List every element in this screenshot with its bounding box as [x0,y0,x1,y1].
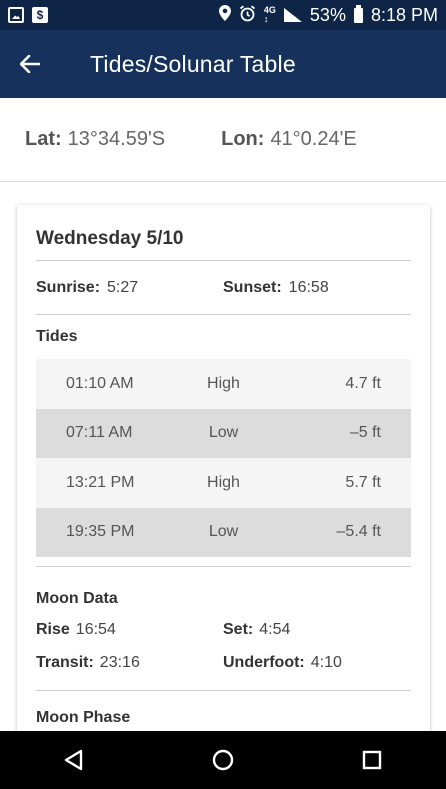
sunrise: Sunrise: 5:27 [36,279,138,297]
sunset-value: 16:58 [288,278,329,296]
divider [36,557,411,567]
nav-recent-button[interactable] [342,731,402,789]
day-title: Wednesday 5/10 [36,205,411,261]
tide-time: 01:10 AM [66,374,134,392]
nav-back-button[interactable] [44,731,104,789]
sunrise-label: Sunrise: [36,278,101,296]
tide-type: Low [208,523,239,541]
longitude-value: 41°0.24'E [270,128,357,150]
data-4g-icon: 4G ↕ [263,5,276,24]
sun-times: Sunrise: 5:27 Sunset: 16:58 [36,261,411,315]
moon-rise: Rise 16:54 [36,621,116,639]
status-bar: $ 4G ↕ 53% 8:18 PM [0,0,446,30]
moon-phase-title: Moon Phase [36,709,131,726]
tide-time: 19:35 PM [66,523,135,541]
moon-underfoot-label: Underfoot: [223,653,305,671]
location-icon [218,5,231,25]
clock: 8:18 PM [370,4,438,25]
moon-underfoot-value: 4:10 [310,653,342,671]
triangle-back-icon [65,749,83,771]
dollar-notification-icon: $ [32,7,48,23]
tide-type: Low [208,424,239,442]
gallery-notification-icon [8,7,24,23]
moon-transit-value: 23:16 [99,653,140,671]
page-title: Tides/Solunar Table [90,50,296,77]
arrow-left-icon [20,55,40,73]
notification-icons: $ [8,7,48,23]
day-card: Wednesday 5/10 Sunrise: 5:27 Sunset: 16:… [17,205,430,765]
tide-row: 07:11 AM Low –5 ft [36,408,411,458]
tides-title: Tides [36,328,78,345]
moon-rise-label: Rise [36,620,70,638]
divider [36,681,411,691]
moon-transit-label: Transit: [36,653,94,671]
tide-height: –5 ft [349,424,381,442]
moon-set-label: Set: [223,620,254,638]
latitude-value: 13°34.59'S [67,128,166,150]
longitude-label: Lon: [221,128,265,150]
tide-time: 13:21 PM [66,473,135,491]
moon-row-rise-set: Rise 16:54 Set: 4:54 [36,613,411,646]
tide-row: 13:21 PM High 5.7 ft [36,458,411,508]
moon-set: Set: 4:54 [223,621,290,639]
tide-height: –5.4 ft [336,523,381,541]
alarm-icon [239,4,256,26]
tide-row: 19:35 PM Low –5.4 ft [36,507,411,557]
moon-row-transit-underfoot: Transit: 23:16 Underfoot: 4:10 [36,646,411,679]
moon-set-value: 4:54 [259,620,291,638]
moon-transit: Transit: 23:16 [36,654,140,672]
tide-type: High [207,473,240,491]
nav-home-button[interactable] [193,731,253,789]
system-nav-bar [0,731,446,789]
moon-data-title: Moon Data [36,590,118,607]
tides-table: 01:10 AM High 4.7 ft 07:11 AM Low –5 ft … [36,359,411,557]
circle-home-icon [212,749,234,771]
moon-underfoot: Underfoot: 4:10 [223,654,342,672]
moon-rise-value: 16:54 [75,620,116,638]
signal-icon [283,8,302,22]
system-status: 4G ↕ 53% 8:18 PM [218,4,438,26]
tide-time: 07:11 AM [66,424,133,442]
latitude-label: Lat: [25,128,62,150]
longitude: Lon: 41°0.24'E [221,128,357,151]
sunset-label: Sunset: [223,278,282,296]
battery-percent: 53% [309,4,346,25]
battery-icon [353,4,363,23]
sunset: Sunset: 16:58 [223,279,329,297]
app-bar: Tides/Solunar Table [0,30,446,98]
tide-height: 4.7 ft [345,374,381,392]
sunrise-value: 5:27 [107,278,139,296]
tide-row: 01:10 AM High 4.7 ft [36,359,411,409]
square-recent-icon [362,750,381,770]
tide-height: 5.7 ft [345,473,381,491]
tide-type: High [207,374,240,392]
back-button[interactable] [0,30,60,98]
location-coordinates: Lat: 13°34.59'S Lon: 41°0.24'E [0,98,446,182]
latitude: Lat: 13°34.59'S [25,128,165,151]
